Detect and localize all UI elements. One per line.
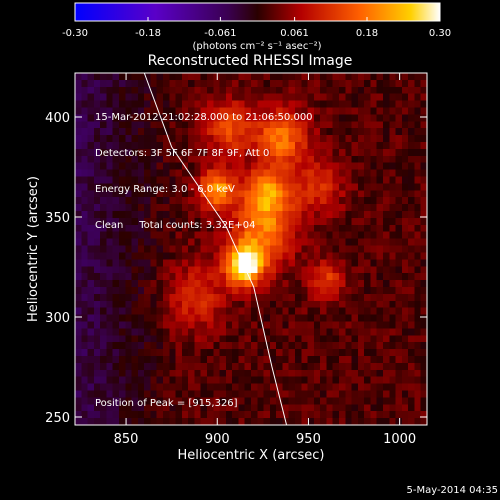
colorbar-unit-label: (photons cm⁻² s⁻¹ asec⁻²) xyxy=(192,41,321,52)
y-axis-label: Heliocentric Y (arcsec) xyxy=(26,176,41,322)
y-tick-label: 300 xyxy=(45,311,70,326)
colorbar-tick-label: -0.18 xyxy=(135,28,161,39)
annotation-detectors: Detectors: 3F 5F 6F 7F 8F 9F, Att 0 xyxy=(95,148,270,159)
colorbar-tick-label: -0.30 xyxy=(62,28,88,39)
colorbar-tick-label: 0.061 xyxy=(280,28,309,39)
y-tick-label: 250 xyxy=(45,411,70,426)
colorbar-gradient xyxy=(74,2,441,22)
y-tick-label: 350 xyxy=(45,211,70,226)
chart-title: Reconstructed RHESSI Image xyxy=(147,53,353,69)
colorbar-tick-label: 0.18 xyxy=(356,28,378,39)
colorbar-tick-label: -0.061 xyxy=(204,28,236,39)
colorbar-tick-label: 0.30 xyxy=(429,28,451,39)
y-tick-label: 400 xyxy=(45,111,70,126)
annotation-block: 15-Mar-2012 21:02:28.000 to 21:06:50.000… xyxy=(95,88,313,244)
annotation-time-range: 15-Mar-2012 21:02:28.000 to 21:06:50.000 xyxy=(95,112,313,123)
x-tick-label: 850 xyxy=(114,432,139,447)
annotation-clean-counts: Clean Total counts: 3.32E+04 xyxy=(95,220,256,231)
colorbar: -0.30 -0.18 -0.061 0.061 0.18 0.30 (photons c… xyxy=(62,2,451,52)
x-tick-label: 950 xyxy=(296,432,321,447)
peak-position-label: Position of Peak = [915,326] xyxy=(95,398,238,409)
annotation-energy-range: Energy Range: 3.0 - 6.0 keV xyxy=(95,184,235,195)
footer-date: 5-May-2014 04:35 xyxy=(406,485,498,496)
x-tick-label: 900 xyxy=(205,432,230,447)
x-tick-label: 1000 xyxy=(383,432,416,447)
x-axis-label: Heliocentric X (arcsec) xyxy=(178,448,325,463)
